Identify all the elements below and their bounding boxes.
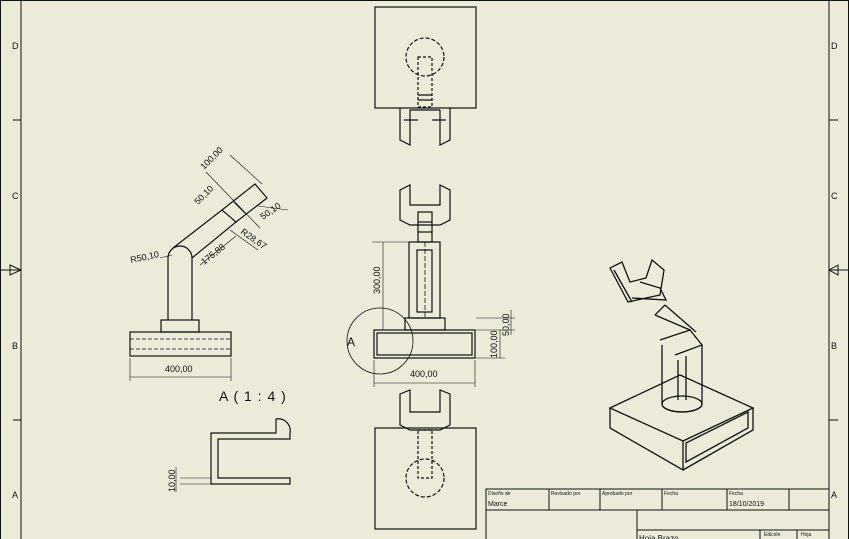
title-block (485, 488, 830, 539)
label-revisado: Revisado por (551, 491, 581, 497)
dim-detail-10: 10,00 (167, 469, 177, 492)
zone-label-b-left: B (12, 341, 18, 351)
zone-label-d-left: D (12, 41, 19, 51)
side-view-dims: 400,00 100,00 50,10 50,10 R28,67 R50,10 … (129, 145, 282, 374)
label-hoja: Hoja (801, 532, 812, 538)
dim-front-width: 400,00 (410, 369, 438, 379)
value-fecha: 18/10/2019 (729, 501, 764, 508)
side-view (129, 154, 289, 381)
value-diseno: Marce (488, 501, 508, 508)
detail-title: A ( 1 : 4 ) (219, 388, 287, 404)
zone-label-c-left: C (12, 191, 19, 201)
label-aprobado: Aprobado por (602, 491, 633, 497)
bottom-view (374, 389, 477, 530)
dim-100: 100,00 (198, 145, 225, 172)
label-fecha-2: Fecha (729, 491, 743, 497)
title-block-text: Diseño de Marce Revisado por Aprobado po… (488, 491, 812, 539)
isometric-view (608, 258, 755, 472)
zone-label-d-right: D (831, 41, 838, 51)
dim-front-100: 100,00 (489, 330, 499, 358)
zone-label-b-right: B (831, 341, 837, 351)
dim-50-a: 50,10 (192, 183, 215, 206)
front-view-dims: 300,00 400,00 50,00 100,00 A (347, 266, 511, 379)
label-diseno: Diseño de (488, 491, 511, 497)
sheet-title: Hoja Brazo (639, 534, 679, 539)
section-label-a: A (347, 335, 355, 349)
front-view (346, 184, 515, 387)
dim-r28: R28,67 (239, 226, 269, 251)
detail-view (175, 418, 291, 492)
dim-front-50: 50,00 (501, 313, 511, 336)
zone-label-c-right: C (831, 191, 838, 201)
dim-height-300: 300,00 (372, 266, 382, 294)
zone-label-a-right: A (831, 490, 837, 500)
dim-base-width: 400,00 (165, 364, 193, 374)
dim-50-b: 50,10 (258, 201, 282, 222)
label-fecha: Fecha (664, 491, 678, 497)
detail-view-text: A ( 1 : 4 ) 10,00 (167, 388, 287, 492)
zone-labels: D C B A D C B A (12, 41, 838, 500)
zone-label-a-left: A (12, 490, 18, 500)
label-edicion: Edición (764, 532, 781, 538)
dim-175: 175,88 (199, 242, 227, 267)
top-view (374, 6, 477, 146)
dim-r50: R50,10 (129, 249, 159, 265)
